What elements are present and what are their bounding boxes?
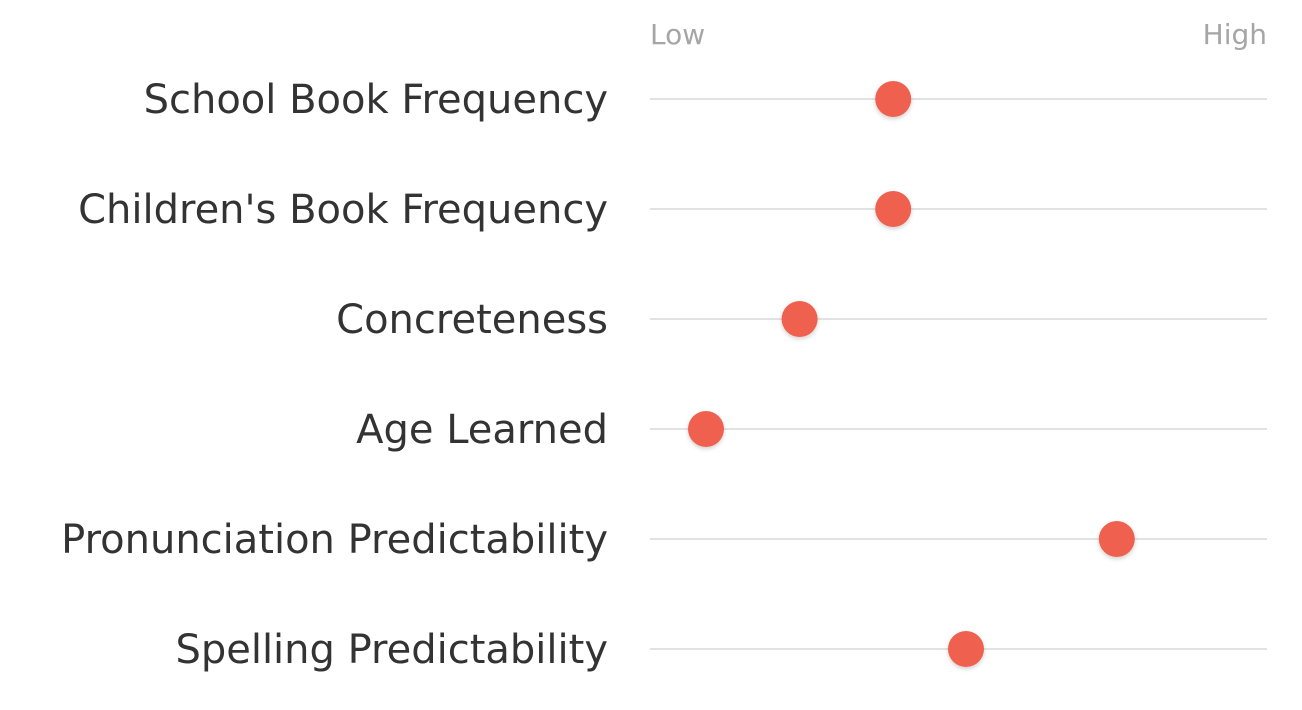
data-point-pronunciation-predictability bbox=[1098, 521, 1135, 557]
row-label-children-s-book-frequency: Children's Book Frequency bbox=[78, 187, 608, 233]
data-point-school-book-frequency bbox=[875, 81, 912, 117]
data-point-children-s-book-frequency bbox=[875, 191, 912, 227]
data-point-concreteness bbox=[781, 301, 818, 337]
row-label-age-learned: Age Learned bbox=[356, 407, 608, 453]
row-label-spelling-predictability: Spelling Predictability bbox=[175, 627, 608, 673]
axis-low-label: Low bbox=[650, 18, 705, 51]
chart-rows: School Book Frequency Children's Book Fre… bbox=[61, 77, 1267, 673]
row-label-concreteness: Concreteness bbox=[336, 297, 608, 343]
row-label-school-book-frequency: School Book Frequency bbox=[144, 77, 608, 123]
data-point-age-learned bbox=[688, 411, 724, 447]
data-point-spelling-predictability bbox=[948, 631, 984, 667]
axis-high-label: High bbox=[1203, 18, 1267, 51]
row-label-pronunciation-predictability: Pronunciation Predictability bbox=[61, 517, 608, 563]
